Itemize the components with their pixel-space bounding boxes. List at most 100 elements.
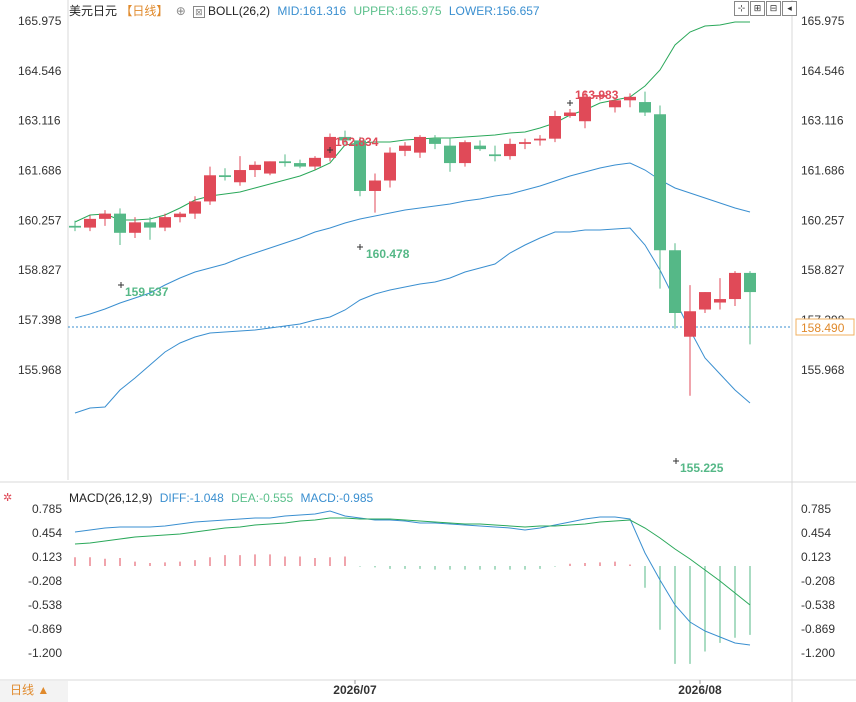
last-price-label: 158.490 xyxy=(801,321,845,335)
macd-dea-line xyxy=(74,517,751,606)
step-back-icon[interactable]: ◂ xyxy=(782,1,797,16)
boll-lower-line xyxy=(74,227,751,414)
candle-body xyxy=(714,299,726,303)
y-tick-right: 165.975 xyxy=(801,14,845,28)
y-tick-right: 160.257 xyxy=(801,213,845,227)
candle-body xyxy=(69,225,81,228)
candle-body xyxy=(414,136,426,153)
candle-body xyxy=(534,138,546,141)
candle-body xyxy=(204,175,216,202)
macd-value: MACD:-0.985 xyxy=(300,491,374,505)
candle-body xyxy=(354,140,366,191)
y-tick-left: 164.546 xyxy=(18,64,62,78)
y-tick-left: 165.975 xyxy=(18,14,62,28)
candle-body xyxy=(369,180,381,191)
candle-body xyxy=(579,96,591,122)
settings-icon[interactable]: ⊕ xyxy=(175,4,186,18)
axes: 165.975 165.975 164.546 164.546 163.116 163.1… xyxy=(18,14,855,697)
candle-body xyxy=(504,143,516,157)
macd-tick-right: -1.200 xyxy=(801,646,835,660)
macd-tick-left: -0.208 xyxy=(28,574,62,588)
last-price-box xyxy=(795,318,855,336)
period-label[interactable]: 【日线】 xyxy=(120,4,169,18)
candle-body xyxy=(264,161,276,174)
candle-body xyxy=(609,100,621,108)
candle-body xyxy=(624,96,636,101)
x-tick-label: 2026/07 xyxy=(333,683,377,697)
macd-header: MACD(26,12,9) DIFF:-1.048 DEA:-0.555 MAC… xyxy=(69,491,377,505)
candle-body xyxy=(654,114,666,251)
x-tick-label: 2026/08 xyxy=(678,683,722,697)
price-annotation: 155.225 xyxy=(680,461,724,475)
candle-body xyxy=(669,250,681,313)
candle-body xyxy=(729,272,741,300)
candle-body xyxy=(339,136,351,141)
period-tab[interactable]: 日线 ▲ xyxy=(0,681,68,702)
y-tick-right: 161.686 xyxy=(801,164,845,178)
indicator-icon[interactable]: ⊠ xyxy=(193,6,205,18)
candle-body xyxy=(639,102,651,113)
candle-body xyxy=(174,213,186,218)
candle-body xyxy=(699,292,711,310)
boll-mid-line xyxy=(74,162,751,319)
crosshair-icon[interactable]: ⊹ xyxy=(734,1,749,16)
macd-tick-left: -1.200 xyxy=(28,646,62,660)
macd-settings-icon[interactable]: ✲ xyxy=(3,492,13,504)
macd-diff-line xyxy=(74,510,751,646)
macd-tick-left: -0.869 xyxy=(28,622,62,636)
macd-tick-right: 0.785 xyxy=(801,502,831,516)
candle-body xyxy=(384,152,396,181)
candles xyxy=(69,90,756,396)
y-tick-right: 163.116 xyxy=(801,114,844,128)
zoom-out-icon[interactable]: ⊟ xyxy=(766,1,781,16)
macd-dea: DEA:-0.555 xyxy=(231,491,294,505)
boll-name: BOLL(26,2) xyxy=(208,4,271,18)
boll-upper-line xyxy=(74,21,750,223)
candle-body xyxy=(744,272,756,293)
price-annotation: 159.537 xyxy=(125,285,169,299)
macd-tick-right: 0.123 xyxy=(801,550,831,564)
candle-body xyxy=(84,218,96,228)
macd-tick-right: -0.538 xyxy=(801,598,835,612)
candle-body xyxy=(519,142,531,144)
candle-body xyxy=(564,112,576,117)
candle-body xyxy=(159,217,171,228)
candle-body xyxy=(189,201,201,214)
candle-body xyxy=(444,145,456,164)
bollinger-bands xyxy=(68,21,792,414)
candle-body xyxy=(474,145,486,150)
price-annotation: 160.478 xyxy=(366,247,410,261)
candle-body xyxy=(489,154,501,157)
candle-body xyxy=(279,161,291,164)
candle-body xyxy=(219,175,231,178)
candle-body xyxy=(549,116,561,139)
candle-body xyxy=(399,145,411,151)
candle-body xyxy=(309,157,321,167)
price-annotation: 162.834 xyxy=(335,135,379,149)
boll-mid: MID:161.316 xyxy=(277,4,347,18)
zoom-in-icon[interactable]: ⊞ xyxy=(750,1,765,16)
candle-body xyxy=(144,222,156,228)
y-tick-left: 163.116 xyxy=(18,114,61,128)
y-tick-right: 155.968 xyxy=(801,363,845,377)
price-annotation: 163.983 xyxy=(575,88,619,102)
macd-tick-left: -0.538 xyxy=(28,598,62,612)
macd-name: MACD(26,12,9) xyxy=(69,491,153,505)
candle-body xyxy=(114,213,126,233)
y-tick-right: 158.827 xyxy=(801,263,845,277)
y-tick-left: 158.827 xyxy=(18,263,62,277)
macd-tick-right: -0.208 xyxy=(801,574,835,588)
candle-body xyxy=(249,164,261,171)
y-tick-left: 161.686 xyxy=(18,164,62,178)
candle-body xyxy=(594,95,606,97)
candle-body xyxy=(684,311,696,337)
symbol-name: 美元日元 xyxy=(69,4,118,18)
candle-body xyxy=(99,213,111,219)
y-tick-left: 155.968 xyxy=(18,363,62,377)
macd-tick-left: 0.454 xyxy=(32,526,62,540)
candle-body xyxy=(129,222,141,233)
macd-panel xyxy=(74,510,751,664)
macd-tick-right: 0.454 xyxy=(801,526,831,540)
